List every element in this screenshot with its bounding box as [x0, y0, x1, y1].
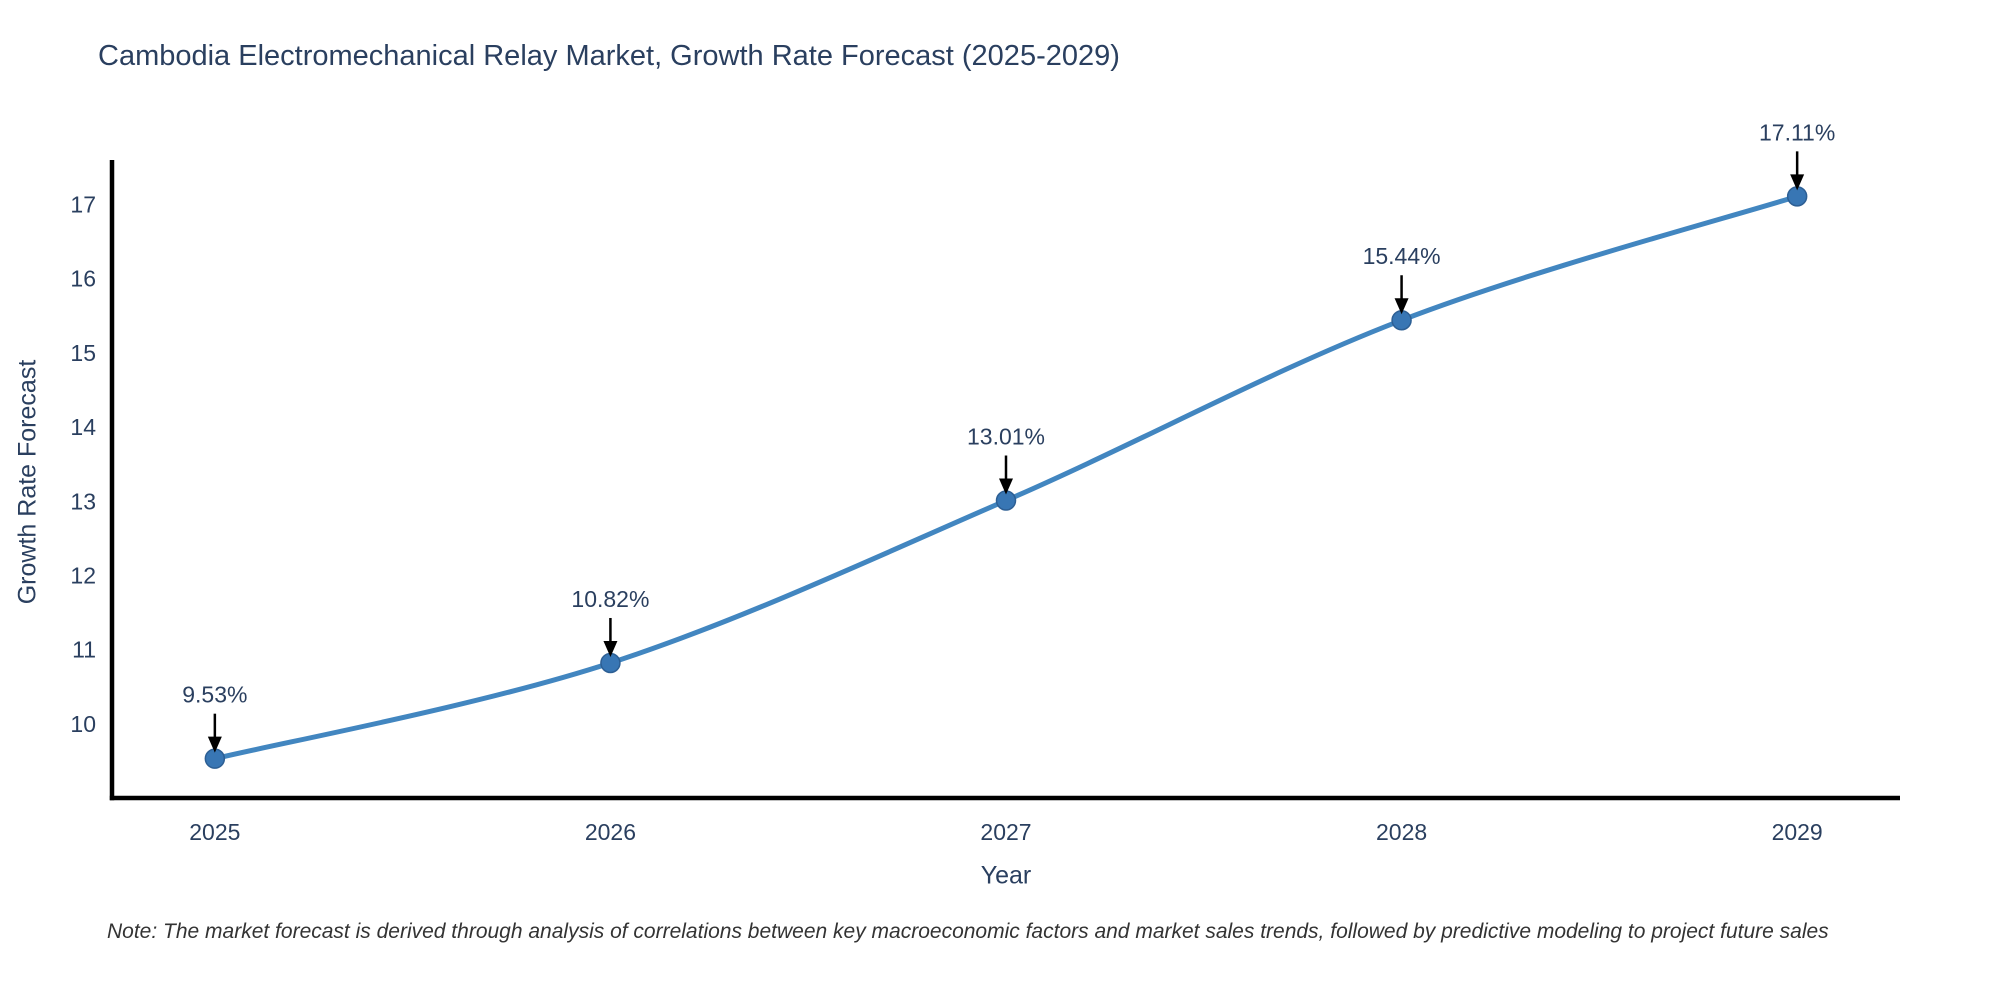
x-tick-label: 2029: [1772, 819, 1823, 845]
annotation-arrowhead: [207, 736, 222, 753]
chart-title: Cambodia Electromechanical Relay Market,…: [98, 40, 1120, 72]
y-tick-label: 16: [70, 266, 96, 292]
y-tick-label: 13: [70, 488, 96, 514]
annotation-arrowhead: [603, 640, 618, 657]
data-point-label: 15.44%: [1363, 243, 1441, 269]
y-tick-label: 14: [70, 414, 96, 440]
x-axis-title: Year: [980, 861, 1032, 890]
x-tick-label: 2026: [585, 819, 636, 845]
y-tick-label: 15: [70, 340, 96, 366]
annotation-arrowhead: [999, 478, 1013, 495]
y-tick-label: 10: [70, 711, 96, 737]
y-tick-label: 17: [70, 192, 96, 218]
y-tick-label: 11: [72, 637, 96, 663]
y-tick-label: 12: [70, 562, 96, 588]
annotation-arrowhead: [1790, 174, 1805, 191]
footnote: Note: The market forecast is derived thr…: [107, 920, 1829, 943]
data-point-label: 13.01%: [967, 424, 1045, 450]
x-tick-label: 2028: [1376, 819, 1427, 845]
x-tick-label: 2025: [189, 819, 240, 845]
annotation-arrowhead: [1394, 298, 1409, 315]
x-tick-label: 2027: [980, 819, 1031, 845]
data-point-label: 10.82%: [571, 586, 649, 612]
data-point-label: 9.53%: [182, 682, 247, 708]
data-point-label: 17.11%: [1759, 119, 1835, 145]
